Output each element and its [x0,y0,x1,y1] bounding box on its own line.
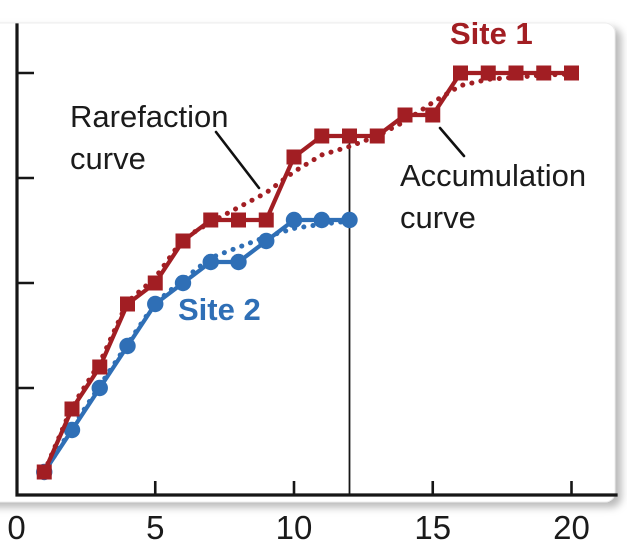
x-tick-label: 5 [146,509,164,546]
square-marker [120,296,135,312]
site1-label: Site 1 [450,16,533,51]
y-axis-ticks [17,71,34,390]
circle-marker [174,274,192,292]
rarefaction-label-line1: Rarefaction [70,99,229,134]
square-marker [425,107,441,123]
square-marker [286,149,302,165]
square-marker [397,107,413,123]
square-marker [508,65,524,81]
square-marker [369,128,385,144]
x-tick-label: 20 [553,509,590,546]
square-marker [175,233,191,249]
figure-panel [0,22,616,503]
circle-marker [202,253,219,271]
circle-marker [258,232,275,250]
site2-label: Site 2 [178,292,261,327]
square-marker [64,401,80,417]
axes-lines [15,23,618,497]
circle-marker [285,211,303,229]
circle-marker [147,295,164,313]
circle-marker [63,421,81,439]
square-marker [203,212,219,228]
rarefaction-curve-label: Rarefaction curve [70,96,229,180]
x-axis-tick-labels: 0 5 10 15 20 [7,509,590,546]
accumulation-curve-label: Accumulation curve [400,155,586,239]
square-marker [342,128,357,144]
square-marker [453,65,468,81]
square-marker [92,359,108,375]
x-tick-label: 0 [7,509,25,546]
circle-marker [119,337,136,355]
square-marker [231,212,246,228]
square-marker [314,128,330,144]
circle-marker [313,211,330,229]
accumulation-label-line1: Accumulation [400,158,587,193]
rarefaction-pointer-line [214,130,261,190]
square-marker [564,65,579,81]
accumulation-label-line2: curve [400,200,476,235]
x-tick-label: 15 [414,509,451,546]
circle-marker [91,379,108,397]
circle-marker [341,211,358,229]
square-marker [258,212,274,228]
square-marker [536,65,552,81]
square-marker [480,65,496,81]
square-marker [36,464,52,480]
square-marker [147,275,163,291]
x-axis-ticks [153,481,573,494]
x-tick-label: 10 [276,509,313,546]
rarefaction-label-line2: curve [70,141,146,176]
accumulation-pointer-line [438,126,466,158]
circle-marker [230,253,247,271]
series-site1-accumulation [36,65,579,480]
